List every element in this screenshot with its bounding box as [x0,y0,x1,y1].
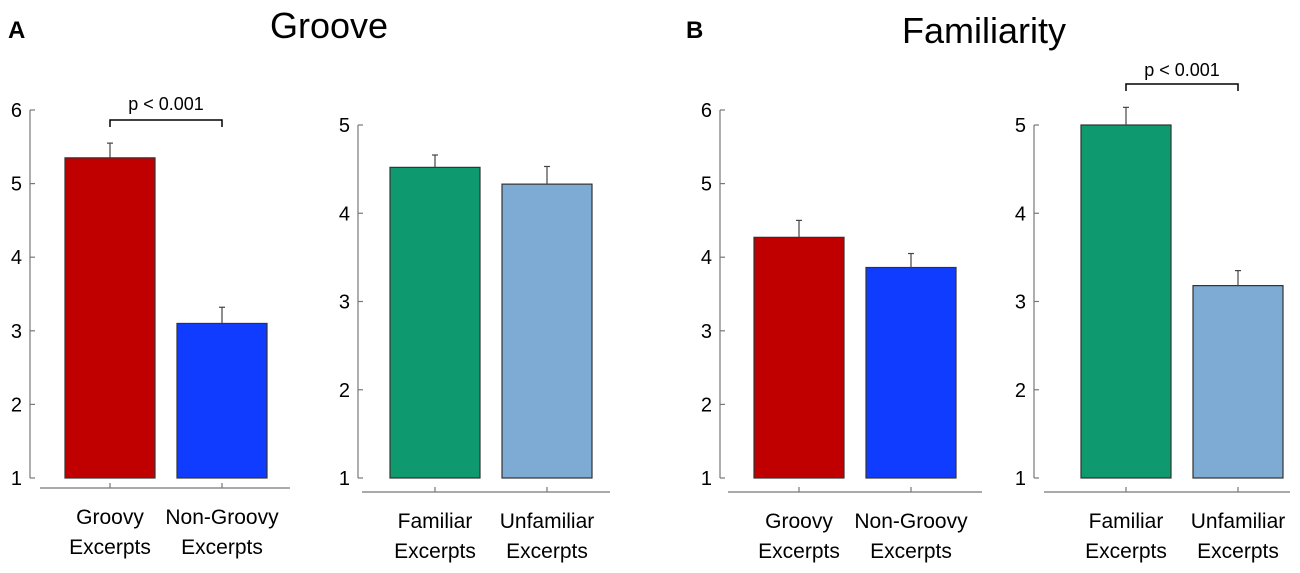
panel-title-groove: Groove [270,5,388,46]
significance-bracket [109,119,223,127]
bar-groovy [64,157,156,479]
y-tick-label: 2 [1015,380,1026,402]
x-tick-label-line1: Unfamiliar [1191,510,1286,533]
y-tick-label: 1 [1015,468,1026,490]
panel-title-familiarity: Familiarity [902,10,1066,51]
x-tick-label-line1: Non-Groovy [165,506,279,529]
x-tick-label-line2: Excerpts [758,540,840,563]
y-tick-label: 1 [339,468,350,490]
x-tick-label-line1: Groovy [765,510,833,533]
x-tick-label-line1: Familiar [1089,510,1164,533]
x-tick-label-line2: Excerpts [69,536,151,559]
significance-bracket [1125,83,1239,91]
significance-label: p < 0.001 [128,94,204,114]
chart-familiarity-by-familiarity: 1 2 3 4 5 Familiar Excerpts Unfamiliar Excerpts p… [1015,60,1290,563]
y-tick-label: 4 [701,247,712,269]
bar-non-groovy [865,266,957,479]
bar-familiar [1080,124,1172,479]
x-tick-label-line1: Non-Groovy [854,510,968,533]
y-tick-label: 4 [339,203,350,225]
y-tick-label: 5 [11,174,22,196]
y-tick-label: 2 [701,394,712,416]
chart-groove-by-groove: 1 2 3 4 5 6 Groovy Excerpts Non-Groovy Excerpts p … [11,94,290,559]
y-tick-label: 2 [11,394,22,416]
y-tick-label: 6 [701,100,712,122]
x-tick-label-line2: Excerpts [394,540,476,563]
x-tick-label-line2: Excerpts [1085,540,1167,563]
x-tick-label-line1: Groovy [76,506,144,529]
y-tick-label: 5 [1015,115,1026,137]
y-tick-label: 5 [701,174,712,196]
x-tick-label-line1: Familiar [398,510,473,533]
chart-groove-by-familiarity: 1 2 3 4 5 Familiar Excerpts Unfamiliar Excerpts [339,115,610,563]
panel-letter-b: B [686,17,703,44]
y-tick-label: 3 [339,292,350,314]
panel-letter-a: A [8,17,25,44]
x-tick-label-line2: Excerpts [181,536,263,559]
chart-familiarity-by-groove: 1 2 3 4 5 6 Groovy Excerpts Non-Groovy Excerpts [701,100,982,563]
y-tick-label: 5 [339,115,350,137]
bar-unfamiliar [501,183,593,479]
y-tick-label: 1 [701,468,712,490]
y-tick-label: 4 [11,247,22,269]
x-tick-label-line1: Unfamiliar [500,510,595,533]
significance-label: p < 0.001 [1144,60,1220,80]
x-tick-label-line2: Excerpts [870,540,952,563]
y-tick-label: 2 [339,380,350,402]
x-tick-label-line2: Excerpts [1197,540,1279,563]
y-tick-label: 1 [11,468,22,490]
bar-familiar [389,166,481,479]
bar-groovy [753,236,845,479]
x-tick-label-line2: Excerpts [506,540,588,563]
bar-unfamiliar [1192,285,1284,479]
y-tick-label: 3 [1015,292,1026,314]
y-tick-label: 6 [11,100,22,122]
y-tick-label: 3 [11,321,22,343]
y-tick-label: 3 [701,321,712,343]
bar-non-groovy [176,322,268,479]
y-tick-label: 4 [1015,203,1026,225]
